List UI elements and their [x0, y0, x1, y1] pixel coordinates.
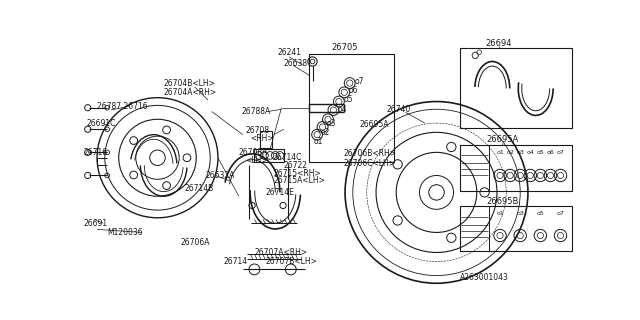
Text: <LH>: <LH> [245, 156, 268, 164]
Text: o2: o2 [506, 150, 514, 155]
Text: 26706C<LH>: 26706C<LH> [344, 159, 396, 168]
Text: 26705: 26705 [332, 43, 358, 52]
Text: 26694: 26694 [485, 38, 512, 47]
Text: 26707B<LH>: 26707B<LH> [266, 257, 318, 266]
Text: 26740: 26740 [386, 105, 410, 114]
Text: A263001043: A263001043 [460, 273, 509, 282]
Text: 26695B: 26695B [486, 197, 518, 206]
Bar [260, 131, 272, 148]
Text: o3: o3 [326, 119, 336, 128]
Text: 26706A: 26706A [180, 238, 211, 247]
Text: o3: o3 [516, 212, 524, 216]
Bar [460, 145, 489, 191]
Text: 26714C: 26714C [272, 153, 301, 162]
Text: o2: o2 [320, 128, 330, 137]
Text: o5: o5 [536, 212, 544, 216]
Bar [460, 145, 572, 191]
Text: 26715<RH>: 26715<RH> [274, 169, 321, 178]
Text: o1: o1 [314, 137, 323, 146]
Text: 26695A: 26695A [486, 135, 518, 144]
Text: 26708: 26708 [245, 126, 269, 135]
Text: 26787 26716: 26787 26716 [97, 102, 148, 111]
Text: 26638: 26638 [283, 59, 307, 68]
Text: 26704B<LH>: 26704B<LH> [164, 78, 216, 88]
Text: o5: o5 [536, 150, 544, 155]
Bar [308, 54, 394, 162]
Text: 26708A: 26708A [239, 148, 268, 157]
Text: 26632A: 26632A [205, 171, 235, 180]
Text: o7: o7 [355, 77, 364, 86]
Bar [460, 48, 572, 129]
Text: <RH>: <RH> [250, 134, 274, 143]
Text: 26714: 26714 [223, 257, 248, 266]
Text: o1: o1 [496, 150, 504, 155]
Text: 26707A<RH>: 26707A<RH> [254, 248, 307, 257]
Text: 26715A<LH>: 26715A<LH> [274, 176, 326, 185]
Text: o1: o1 [496, 212, 504, 216]
Text: o3: o3 [516, 150, 524, 155]
Text: 26714B: 26714B [184, 184, 214, 193]
Text: 26241: 26241 [278, 48, 301, 57]
Text: 26695A: 26695A [359, 120, 388, 129]
Text: 26716: 26716 [84, 148, 108, 157]
Text: 26691C: 26691C [86, 119, 116, 128]
Text: o6: o6 [349, 86, 358, 95]
Text: 26706B<RH>: 26706B<RH> [344, 149, 397, 158]
Text: o4: o4 [338, 105, 348, 114]
Bar [460, 206, 489, 251]
Text: 26704A<RH>: 26704A<RH> [164, 88, 217, 97]
Text: o6: o6 [547, 150, 554, 155]
Text: 26788A: 26788A [241, 107, 271, 116]
Bar [460, 206, 572, 251]
Bar [254, 148, 284, 162]
Text: o5: o5 [344, 95, 353, 105]
Text: 26691: 26691 [84, 219, 108, 228]
Text: o4: o4 [526, 150, 534, 155]
Text: 26722: 26722 [283, 161, 307, 170]
Text: 26714E: 26714E [266, 188, 295, 197]
Text: o7: o7 [557, 150, 564, 155]
Text: M120036: M120036 [107, 228, 143, 237]
Text: o7: o7 [557, 212, 564, 216]
